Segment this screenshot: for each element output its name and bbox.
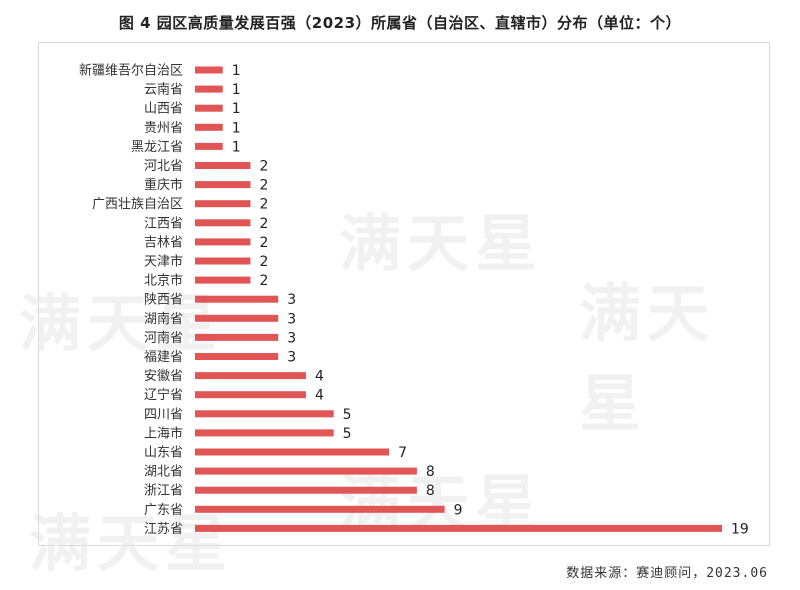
category-label: 上海市	[144, 425, 183, 441]
value-label: 1	[232, 63, 241, 79]
value-label: 1	[232, 101, 241, 117]
category-label: 山东省	[144, 446, 183, 461]
value-label: 3	[287, 292, 296, 308]
value-label: 1	[232, 120, 241, 136]
category-label: 云南省	[144, 82, 183, 98]
category-label: 陕西省	[144, 293, 183, 308]
category-label: 河南省	[144, 330, 183, 346]
value-label: 2	[259, 159, 268, 175]
bar	[195, 372, 306, 380]
bar	[195, 410, 334, 418]
category-label: 吉林省	[144, 235, 183, 250]
bar	[195, 142, 223, 150]
bar	[195, 181, 251, 189]
value-label: 2	[259, 273, 268, 289]
value-label: 2	[259, 235, 268, 251]
bar	[195, 104, 223, 112]
category-label: 山西省	[144, 102, 183, 117]
category-label: 北京市	[144, 273, 183, 289]
bar	[195, 66, 223, 74]
bar	[195, 391, 306, 399]
bar	[195, 314, 279, 322]
category-label: 广东省	[144, 503, 183, 518]
category-label: 四川省	[144, 407, 183, 422]
bar	[195, 429, 334, 437]
bar	[195, 162, 251, 169]
bar	[195, 200, 251, 208]
value-label: 2	[259, 216, 268, 232]
value-label: 7	[398, 445, 407, 461]
chart-title: 图 4 园区高质量发展百强（2023）所属省（自治区、直辖市）分布（单位：个）	[118, 14, 682, 32]
category-label: 浙江省	[144, 484, 183, 499]
category-label: 重庆市	[144, 177, 183, 193]
value-label: 5	[343, 426, 352, 442]
data-source: 数据来源：赛迪顾问，2023.06	[566, 566, 768, 581]
bar	[195, 353, 279, 360]
category-label: 天津市	[144, 254, 183, 270]
bar	[195, 524, 722, 532]
bar	[195, 448, 390, 456]
value-label: 1	[232, 82, 241, 98]
value-label: 2	[259, 254, 268, 270]
bar	[195, 505, 445, 513]
category-label: 江西省	[144, 216, 183, 231]
category-label: 河北省	[144, 159, 183, 174]
value-label: 5	[343, 407, 352, 423]
category-label: 新疆维吾尔自治区	[79, 63, 183, 79]
category-label: 广西壮族自治区	[92, 196, 183, 212]
value-label: 19	[731, 521, 749, 537]
bar	[195, 123, 223, 131]
chart-frame: 满天星 满天星 满天星 满天星 满天星 新疆维吾尔自治区 1 云南省 1 山西省 1 贵州省…	[19, 42, 770, 580]
value-label: 3	[287, 330, 296, 346]
value-label: 1	[232, 139, 241, 155]
category-label: 江苏省	[144, 521, 183, 537]
bar	[195, 257, 251, 265]
value-label: 3	[287, 350, 296, 366]
category-label: 湖北省	[144, 465, 183, 480]
value-label: 4	[315, 388, 324, 404]
category-label: 黑龙江省	[131, 140, 183, 155]
value-label: 8	[426, 483, 435, 499]
bar	[195, 85, 223, 93]
value-label: 9	[454, 502, 463, 518]
category-label: 贵州省	[144, 121, 183, 136]
bar	[195, 333, 279, 341]
bar	[195, 276, 251, 284]
value-label: 4	[315, 369, 324, 385]
category-label: 湖南省	[144, 311, 183, 327]
value-label: 2	[259, 197, 268, 213]
bar	[195, 467, 417, 475]
bar	[195, 219, 251, 227]
value-label: 2	[259, 178, 268, 194]
bar	[195, 238, 251, 246]
bar-chart: 新疆维吾尔自治区 1 云南省 1 山西省 1 贵州省 1 黑龙江省 1 河北省 2 重庆市 2 广西壮族自治…	[79, 63, 749, 538]
category-label: 辽宁省	[144, 387, 183, 403]
category-label: 福建省	[144, 350, 183, 365]
category-label: 安徽省	[144, 369, 183, 384]
bar	[195, 295, 279, 303]
value-label: 8	[426, 464, 435, 480]
value-label: 3	[287, 311, 296, 327]
bar	[195, 486, 417, 494]
